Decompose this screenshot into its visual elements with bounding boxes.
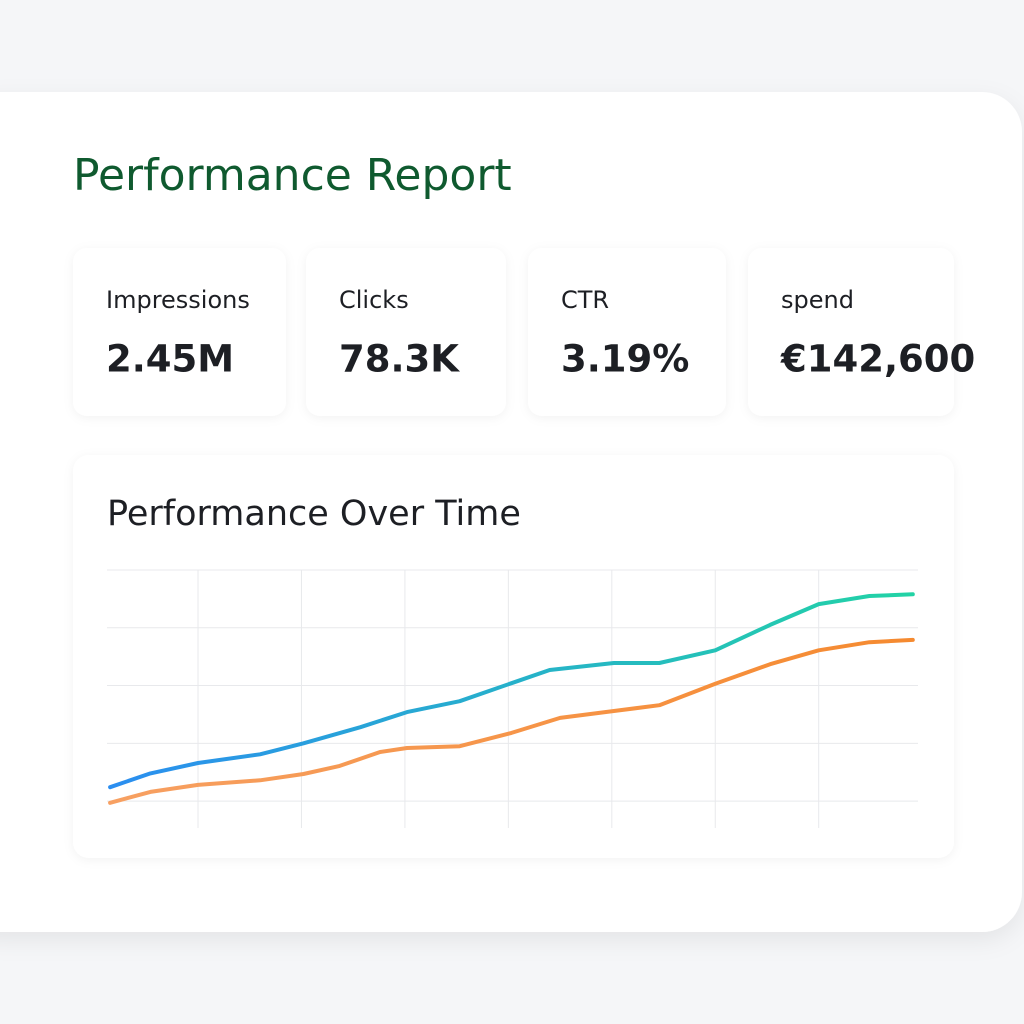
kpi-card: [528, 248, 726, 416]
kpi-card: [73, 248, 286, 416]
kpi-card: [306, 248, 506, 416]
kpi-label: CTR: [561, 286, 609, 314]
kpi-card: [748, 248, 954, 416]
kpi-value: 3.19%: [561, 338, 689, 381]
kpi-label: Impressions: [106, 286, 250, 314]
series-line: [108, 637, 915, 805]
kpi-value: 78.3K: [339, 338, 460, 381]
chart-title: Performance Over Time: [107, 494, 521, 534]
series-line: [108, 592, 915, 790]
report-title: Performance Report: [73, 150, 512, 201]
kpi-value: €142,600: [780, 338, 975, 381]
kpi-value: 2.45M: [106, 338, 234, 381]
kpi-label: Clicks: [339, 286, 409, 314]
chart-card: [73, 455, 954, 858]
kpi-label: spend: [781, 286, 854, 314]
